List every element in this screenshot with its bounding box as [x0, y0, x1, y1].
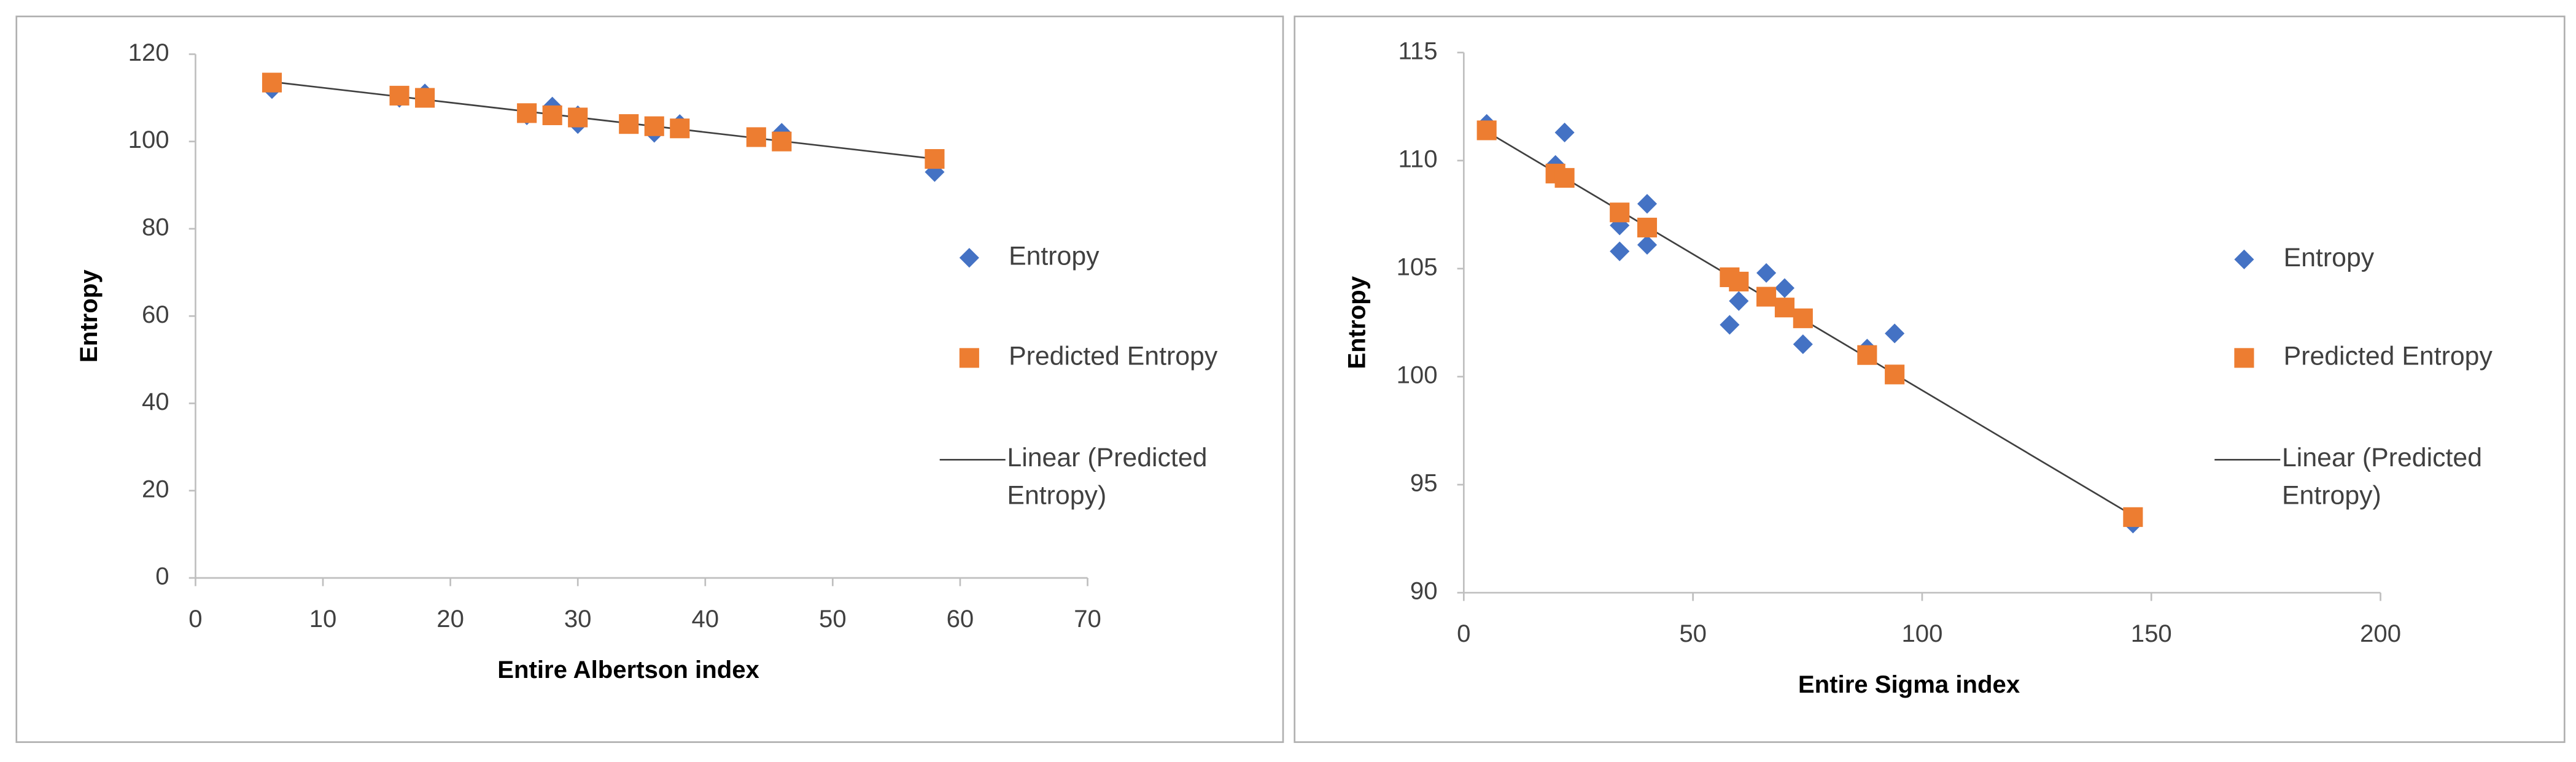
legend-label-box: Linear (Predicted Entropy) [2281, 445, 2483, 511]
y-axis-title: Entropy [75, 269, 103, 363]
point [1554, 122, 1575, 143]
y-tick-label: 115 [1399, 37, 1438, 64]
x-tick-label: 40 [691, 605, 719, 633]
point [1774, 278, 1795, 298]
point [517, 103, 537, 123]
point [1756, 263, 1777, 283]
point [568, 107, 588, 128]
x-tick-label: 0 [188, 605, 202, 633]
x-tick-label: 0 [1457, 620, 1470, 647]
point [925, 162, 945, 182]
point [925, 149, 945, 169]
y-tick-label: 110 [1399, 145, 1438, 172]
point [1857, 345, 1877, 365]
point [1476, 120, 1497, 140]
y-tick-label: 40 [142, 388, 169, 415]
point [1793, 308, 1813, 328]
y-tick-label: 80 [142, 213, 169, 241]
legend-marker [959, 348, 979, 368]
legend-label: Entropy [2284, 243, 2375, 272]
point [1637, 217, 1658, 237]
y-axis-title: Entropy [1343, 275, 1371, 369]
point [644, 116, 664, 136]
x-tick-label: 70 [1074, 605, 1101, 633]
x-tick-label: 100 [1901, 620, 1942, 647]
y-tick-label: 100 [1397, 361, 1438, 389]
point [1720, 315, 1740, 335]
y-tick-label: 90 [1410, 577, 1438, 605]
x-tick-label: 30 [564, 605, 592, 633]
y-tick-label: 20 [142, 475, 169, 502]
x-tick-label: 50 [819, 605, 847, 633]
point [746, 127, 766, 147]
point [262, 72, 282, 93]
point [772, 131, 792, 152]
legend-label: Predicted Entropy [1009, 342, 1218, 371]
point [619, 114, 639, 134]
x-tick-label: 50 [1679, 620, 1707, 647]
point [1885, 364, 1905, 385]
point [1885, 323, 1905, 344]
y-tick-label: 120 [128, 39, 169, 66]
y-tick-label: 0 [155, 563, 169, 590]
point [389, 85, 409, 106]
point [670, 118, 690, 139]
legend-marker [2234, 348, 2254, 368]
point [1729, 271, 1749, 292]
point [2123, 507, 2143, 527]
x-tick-label: 150 [2131, 620, 2172, 647]
x-tick-label: 20 [436, 605, 464, 633]
x-tick-label: 200 [2360, 620, 2401, 647]
y-tick-label: 60 [142, 301, 169, 328]
point [1610, 202, 1630, 223]
legend-label: Linear (Predicted Entropy) [2281, 445, 2483, 511]
legend-label: Linear (Predicted Entropy) [1007, 445, 1208, 511]
x-tick-label: 10 [309, 605, 337, 633]
x-axis-title: Entire Sigma index [1798, 671, 2020, 698]
point [542, 105, 562, 125]
point [1756, 287, 1777, 307]
y-tick-label: 105 [1397, 253, 1438, 280]
panel-border [1294, 15, 2566, 743]
x-axis-title: Entire Albertson index [497, 656, 759, 683]
series [262, 72, 945, 169]
legend-label-box: Linear (Predicted Entropy) [1007, 445, 1208, 511]
point [415, 88, 435, 108]
trendline [271, 81, 935, 160]
series [1476, 120, 2143, 527]
legend-label: Entropy [1009, 241, 1100, 271]
point [1774, 298, 1795, 318]
y-tick-label: 95 [1410, 469, 1438, 497]
legend-marker [2234, 249, 2254, 269]
x-tick-label: 60 [947, 605, 974, 633]
point [1729, 291, 1749, 311]
point [1793, 334, 1813, 355]
y-tick-label: 100 [128, 126, 169, 153]
legend-label: Predicted Entropy [2284, 342, 2493, 371]
point [1554, 167, 1575, 188]
